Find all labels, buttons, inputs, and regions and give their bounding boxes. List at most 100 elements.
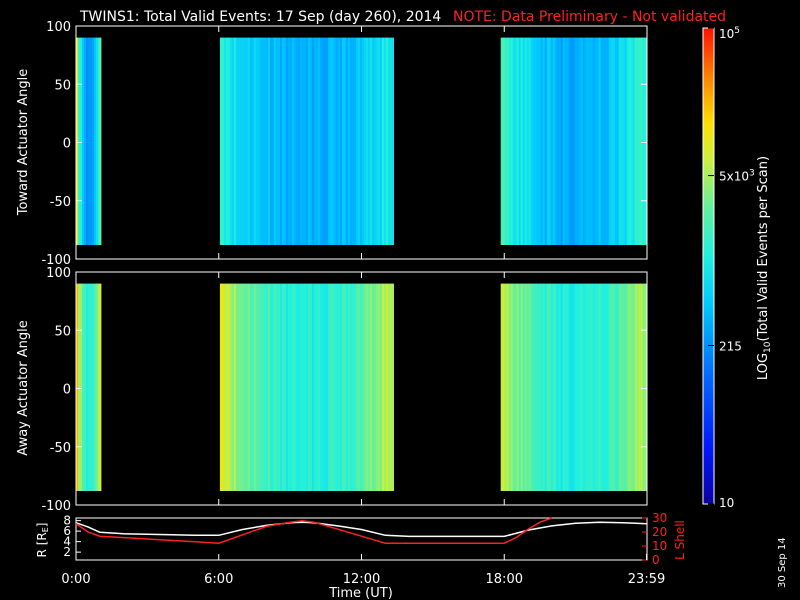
toward-ylabel: Toward Actuator Angle	[16, 69, 31, 216]
heatmap-column	[574, 37, 578, 245]
heatmap-column	[520, 37, 524, 245]
heatmap-column	[263, 283, 267, 491]
heatmap-column	[339, 37, 343, 245]
heatmap-column	[500, 37, 504, 245]
heatmap-column	[524, 283, 528, 491]
heatmap-column	[78, 37, 81, 245]
heatmap-column	[558, 37, 562, 245]
heatmap-column	[315, 37, 319, 245]
heatmap-column	[227, 283, 231, 491]
heatmap-column	[231, 37, 235, 245]
heatmap-column	[299, 283, 303, 491]
heatmap-column	[550, 283, 554, 491]
heatmap-column	[379, 283, 383, 491]
time-tick-label: 0:00	[61, 572, 90, 587]
colorbar-tick-label: 5x103	[719, 169, 755, 184]
heatmap-column	[355, 283, 359, 491]
heatmap-column	[508, 283, 512, 491]
heatmap-column	[331, 37, 335, 245]
heatmap-column	[594, 283, 598, 491]
heatmap-column	[301, 37, 305, 245]
y-tick-label: 0	[63, 383, 71, 398]
heatmap-column	[606, 283, 610, 491]
heatmap-column	[562, 283, 566, 491]
heatmap-column	[568, 283, 572, 491]
heatmap-column	[584, 37, 588, 245]
heatmap-column	[608, 283, 612, 491]
heatmap-column	[373, 283, 377, 491]
heatmap-column	[377, 37, 381, 245]
heatmap-column	[76, 283, 79, 491]
heatmap-column	[612, 37, 616, 245]
time-tick-label: 18:00	[486, 572, 523, 587]
heatmap-column	[626, 283, 630, 491]
heatmap-column	[590, 37, 594, 245]
heatmap-column	[315, 283, 319, 491]
heatmap-column	[245, 283, 249, 491]
heatmap-column	[279, 37, 283, 245]
heatmap-column	[273, 37, 277, 245]
heatmap-column	[351, 283, 355, 491]
heatmap-column	[566, 37, 570, 245]
heatmap-column	[574, 283, 578, 491]
heatmap-column	[357, 37, 361, 245]
heatmap-column	[233, 283, 237, 491]
heatmap-column	[604, 283, 608, 491]
heatmap-column	[389, 37, 393, 245]
l-shell-line	[75, 517, 553, 544]
lshell-axis-label: L Shell	[673, 520, 687, 560]
heatmap-column	[88, 283, 91, 491]
heatmap-column	[345, 283, 349, 491]
y-tick-label: -100	[41, 499, 71, 514]
heatmap-column	[275, 37, 279, 245]
heatmap-column	[626, 37, 630, 245]
heatmap-column	[287, 283, 291, 491]
y-tick-label: -50	[50, 441, 71, 456]
heatmap-column	[277, 283, 281, 491]
heatmap-column	[329, 283, 333, 491]
heatmap-column	[385, 37, 389, 245]
heatmap-column	[301, 283, 305, 491]
heatmap-column	[586, 37, 590, 245]
heatmap-column	[325, 37, 329, 245]
heatmap-column	[323, 283, 327, 491]
heatmap-column	[265, 37, 269, 245]
heatmap-column	[620, 283, 624, 491]
r-tick-label: 6	[63, 524, 71, 538]
heatmap-column	[84, 37, 87, 245]
away-ylabel: Away Actuator Angle	[16, 320, 31, 455]
heatmap-column	[311, 37, 315, 245]
r-distance-line	[75, 521, 648, 538]
heatmap-column	[598, 37, 602, 245]
heatmap-column	[86, 37, 89, 245]
heatmap-column	[231, 283, 235, 491]
heatmap-column	[281, 37, 285, 245]
heatmap-column	[78, 283, 81, 491]
heatmap-column	[522, 283, 526, 491]
heatmap-column	[383, 37, 387, 245]
heatmap-column	[225, 283, 229, 491]
heatmap-column	[225, 37, 229, 245]
heatmap-column	[614, 283, 618, 491]
heatmap-column	[622, 37, 626, 245]
heatmap-column	[564, 283, 568, 491]
heatmap-column	[257, 283, 261, 491]
heatmap-column	[592, 283, 596, 491]
heatmap-column	[92, 283, 95, 491]
heatmap-column	[283, 37, 287, 245]
heatmap-column	[564, 37, 568, 245]
heatmap-column	[259, 37, 263, 245]
heatmap-column	[602, 37, 606, 245]
colorbar-tick-label: 215	[719, 339, 742, 353]
heatmap-column	[261, 37, 265, 245]
heatmap-column	[548, 283, 552, 491]
time-tick-label: 12:00	[343, 572, 380, 587]
heatmap-column	[235, 283, 239, 491]
heatmap-column	[383, 283, 387, 491]
heatmap-column	[544, 283, 548, 491]
heatmap-column	[319, 37, 323, 245]
date-stamp: 30 Sep 14	[777, 537, 788, 588]
heatmap-column	[255, 37, 259, 245]
heatmap-column	[317, 283, 321, 491]
heatmap-column	[273, 283, 277, 491]
